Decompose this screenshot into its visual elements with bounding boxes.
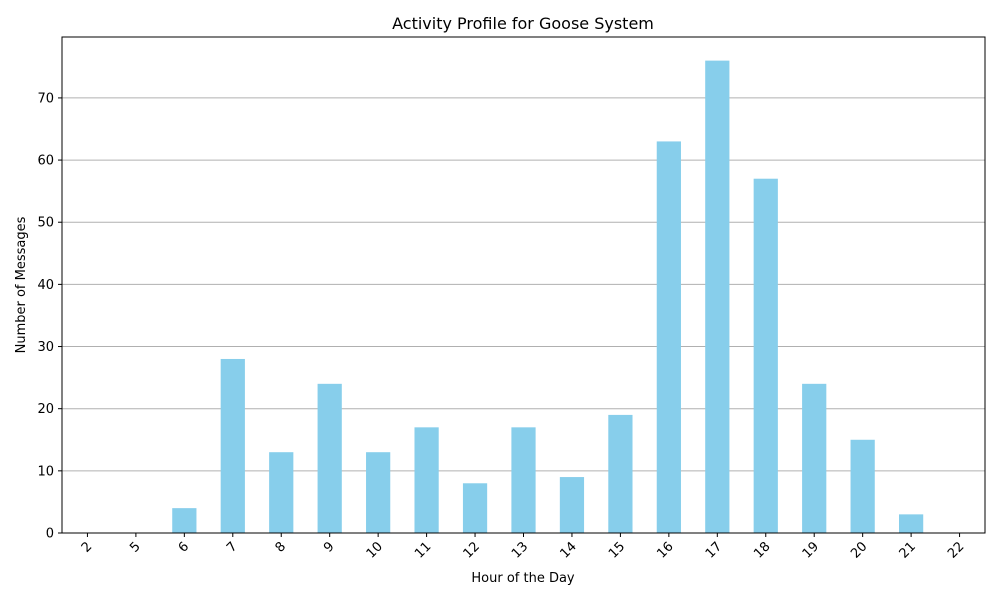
bar-hour-10 — [366, 452, 391, 533]
bar-hour-11 — [414, 427, 439, 533]
bar-hour-7 — [220, 358, 245, 533]
bar-hour-13 — [511, 427, 536, 533]
y-tick-label: 50 — [37, 216, 54, 231]
bar-hour-15 — [608, 414, 633, 533]
bar-hour-20 — [850, 439, 875, 533]
y-tick-label: 0 — [46, 527, 54, 542]
bar-hour-18 — [753, 178, 778, 533]
x-axis-label: Hour of the Day — [471, 571, 575, 586]
bar-hour-17 — [705, 60, 730, 533]
y-tick-label: 40 — [37, 278, 54, 293]
y-tick-label: 60 — [37, 154, 54, 169]
bar-hour-6 — [172, 508, 197, 533]
chart-title: Activity Profile for Goose System — [392, 14, 654, 33]
bar-hour-14 — [559, 477, 585, 533]
bars — [172, 60, 924, 533]
bar-hour-21 — [898, 514, 924, 533]
y-tick-label: 20 — [37, 402, 54, 417]
bar-hour-16 — [656, 141, 681, 533]
y-tick-label: 10 — [37, 464, 54, 479]
bar-hour-12 — [462, 483, 488, 533]
y-gridlines — [62, 97, 985, 472]
bar-hour-8 — [269, 452, 294, 533]
y-axis-ticks: 0 10 20 30 40 50 60 70 — [37, 91, 62, 542]
y-axis-label: Number of Messages — [14, 216, 29, 353]
bar-hour-9 — [317, 383, 342, 533]
y-tick-label: 70 — [37, 91, 54, 106]
y-tick-label: 30 — [37, 340, 54, 355]
bar-hour-19 — [802, 383, 827, 533]
